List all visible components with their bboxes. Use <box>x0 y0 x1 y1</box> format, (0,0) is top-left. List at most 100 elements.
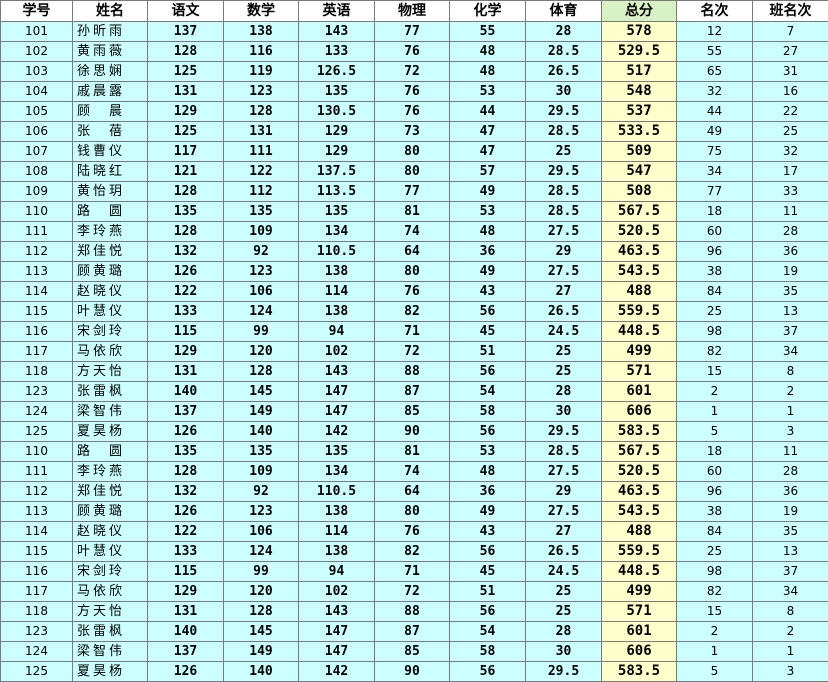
cell-chinese[interactable]: 135 <box>148 202 224 222</box>
cell-physics[interactable]: 82 <box>375 302 450 322</box>
cell-chinese[interactable]: 126 <box>148 502 224 522</box>
cell-total[interactable]: 583.5 <box>602 662 677 682</box>
cell-class-rank[interactable]: 36 <box>753 482 828 502</box>
cell-class-rank[interactable]: 8 <box>753 362 828 382</box>
cell-chemistry[interactable]: 45 <box>450 562 526 582</box>
cell-rank[interactable]: 65 <box>677 62 753 82</box>
cell-total[interactable]: 537 <box>602 102 677 122</box>
cell-chinese[interactable]: 115 <box>148 322 224 342</box>
cell-chinese[interactable]: 133 <box>148 302 224 322</box>
cell-english[interactable]: 102 <box>299 582 375 602</box>
cell-class-rank[interactable]: 31 <box>753 62 828 82</box>
cell-physics[interactable]: 85 <box>375 402 450 422</box>
cell-math[interactable]: 149 <box>224 402 299 422</box>
cell-class-rank[interactable]: 17 <box>753 162 828 182</box>
cell-chemistry[interactable]: 36 <box>450 482 526 502</box>
cell-pe[interactable]: 24.5 <box>526 562 602 582</box>
cell-rank[interactable]: 55 <box>677 42 753 62</box>
cell-math[interactable]: 92 <box>224 482 299 502</box>
cell-name[interactable]: 李玲燕 <box>73 222 148 242</box>
cell-student-id[interactable]: 102 <box>1 42 73 62</box>
cell-math[interactable]: 145 <box>224 622 299 642</box>
cell-rank[interactable]: 5 <box>677 662 753 682</box>
cell-rank[interactable]: 98 <box>677 562 753 582</box>
cell-total[interactable]: 559.5 <box>602 302 677 322</box>
cell-chinese[interactable]: 129 <box>148 102 224 122</box>
cell-english[interactable]: 134 <box>299 222 375 242</box>
cell-rank[interactable]: 2 <box>677 622 753 642</box>
cell-math[interactable]: 92 <box>224 242 299 262</box>
cell-total[interactable]: 606 <box>602 642 677 662</box>
cell-math[interactable]: 124 <box>224 542 299 562</box>
cell-chemistry[interactable]: 57 <box>450 162 526 182</box>
column-header-name[interactable]: 姓名 <box>73 1 148 22</box>
cell-total[interactable]: 543.5 <box>602 262 677 282</box>
cell-math[interactable]: 128 <box>224 602 299 622</box>
cell-chinese[interactable]: 126 <box>148 262 224 282</box>
cell-chemistry[interactable]: 54 <box>450 382 526 402</box>
cell-student-id[interactable]: 110 <box>1 442 73 462</box>
cell-chemistry[interactable]: 56 <box>450 302 526 322</box>
cell-physics[interactable]: 80 <box>375 502 450 522</box>
cell-chinese[interactable]: 128 <box>148 182 224 202</box>
cell-pe[interactable]: 30 <box>526 82 602 102</box>
cell-class-rank[interactable]: 11 <box>753 202 828 222</box>
cell-physics[interactable]: 71 <box>375 322 450 342</box>
cell-english[interactable]: 138 <box>299 502 375 522</box>
cell-chinese[interactable]: 131 <box>148 602 224 622</box>
cell-math[interactable]: 112 <box>224 182 299 202</box>
cell-student-id[interactable]: 123 <box>1 622 73 642</box>
cell-rank[interactable]: 60 <box>677 462 753 482</box>
cell-physics[interactable]: 88 <box>375 602 450 622</box>
cell-class-rank[interactable]: 1 <box>753 402 828 422</box>
cell-rank[interactable]: 96 <box>677 242 753 262</box>
cell-pe[interactable]: 28 <box>526 382 602 402</box>
cell-physics[interactable]: 72 <box>375 62 450 82</box>
cell-rank[interactable]: 2 <box>677 382 753 402</box>
cell-pe[interactable]: 28.5 <box>526 202 602 222</box>
cell-rank[interactable]: 15 <box>677 362 753 382</box>
cell-name[interactable]: 马依欣 <box>73 582 148 602</box>
cell-name[interactable]: 张 蓓 <box>73 122 148 142</box>
cell-math[interactable]: 119 <box>224 62 299 82</box>
cell-math[interactable]: 106 <box>224 522 299 542</box>
cell-chinese[interactable]: 135 <box>148 442 224 462</box>
cell-english[interactable]: 142 <box>299 422 375 442</box>
cell-pe[interactable]: 27.5 <box>526 222 602 242</box>
cell-class-rank[interactable]: 1 <box>753 642 828 662</box>
cell-class-rank[interactable]: 37 <box>753 562 828 582</box>
cell-name[interactable]: 宋剑玲 <box>73 562 148 582</box>
cell-student-id[interactable]: 118 <box>1 362 73 382</box>
cell-chinese[interactable]: 125 <box>148 62 224 82</box>
cell-total[interactable]: 488 <box>602 282 677 302</box>
cell-physics[interactable]: 82 <box>375 542 450 562</box>
cell-total[interactable]: 463.5 <box>602 242 677 262</box>
cell-rank[interactable]: 5 <box>677 422 753 442</box>
cell-chinese[interactable]: 117 <box>148 142 224 162</box>
cell-rank[interactable]: 15 <box>677 602 753 622</box>
cell-rank[interactable]: 98 <box>677 322 753 342</box>
cell-english[interactable]: 147 <box>299 402 375 422</box>
cell-physics[interactable]: 90 <box>375 422 450 442</box>
cell-total[interactable]: 463.5 <box>602 482 677 502</box>
cell-student-id[interactable]: 110 <box>1 202 73 222</box>
cell-math[interactable]: 116 <box>224 42 299 62</box>
cell-student-id[interactable]: 103 <box>1 62 73 82</box>
cell-chinese[interactable]: 126 <box>148 662 224 682</box>
cell-chemistry[interactable]: 44 <box>450 102 526 122</box>
cell-english[interactable]: 94 <box>299 562 375 582</box>
